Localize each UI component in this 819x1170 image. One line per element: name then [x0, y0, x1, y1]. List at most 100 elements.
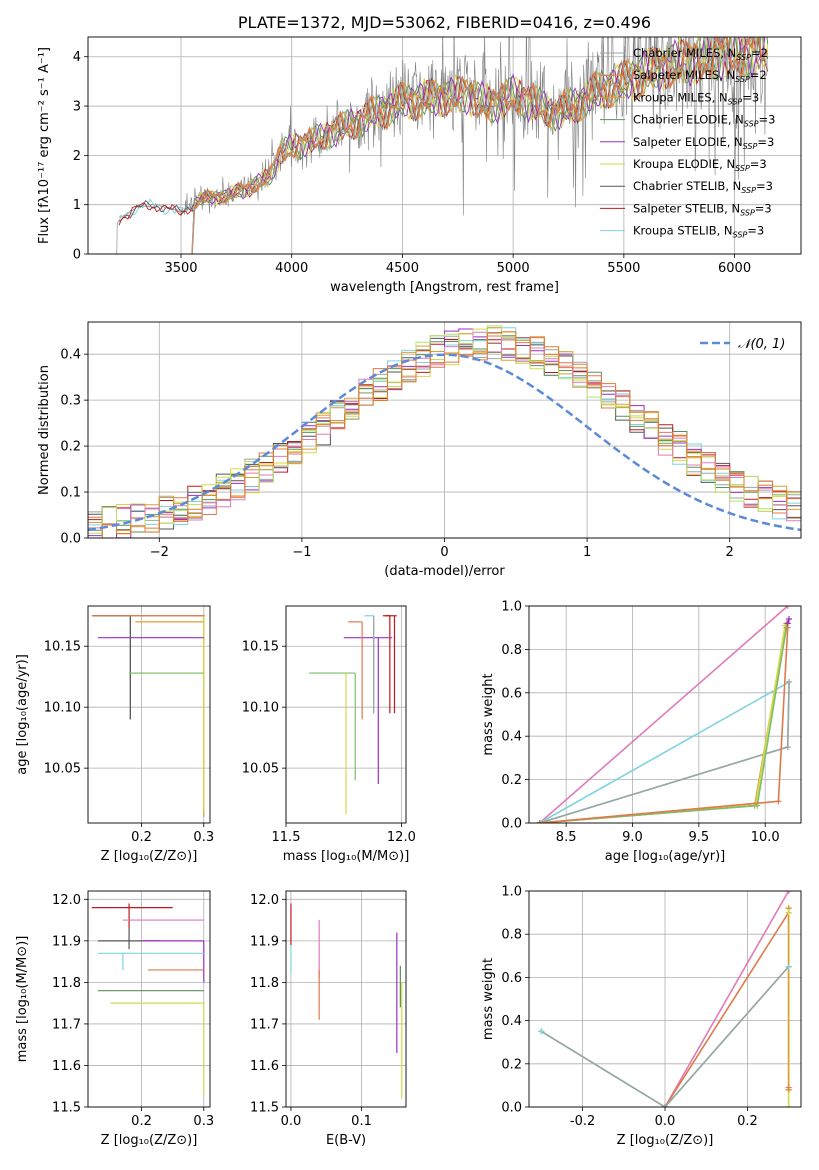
y-tick-label: 10.05: [242, 762, 279, 777]
mass_weight_vs_Z-xlabel: Z [log₁₀(Z/Z⊙)]: [617, 1133, 714, 1148]
errorbar-point: [309, 672, 356, 781]
y-tick-label: 0.3: [60, 394, 81, 409]
x-tick-label: 9.5: [688, 830, 709, 845]
legend-entry-suffix: =3: [742, 90, 759, 104]
legend-entry-subscript: SSP: [736, 53, 751, 62]
y-tick-label: 0.2: [60, 440, 81, 455]
errorbar-point: [348, 621, 363, 720]
x-tick-label: 4500: [386, 261, 419, 276]
errorbar-point: [91, 903, 173, 929]
x-tick-label: 12.0: [387, 830, 416, 845]
observed-spectrum: [116, 37, 768, 254]
legend-entry-name: Chabrier STELIB, N: [633, 179, 741, 193]
x-tick-label: 11.5: [272, 830, 301, 845]
errorbar-point: [141, 940, 205, 983]
y-tick-label: 0.0: [60, 532, 81, 547]
legend-entry: Chabrier MILES, NSSP=2: [633, 46, 768, 62]
y-tick-label: 0.0: [501, 1101, 522, 1116]
mass-weight-series: [539, 680, 790, 823]
age_vs_Z-ylabel: age [log₁₀(age/yr)]: [15, 654, 30, 775]
x-tick-label: 0.0: [281, 1114, 302, 1129]
y-tick-label: 1.0: [501, 600, 522, 615]
errorbar-point: [110, 1002, 205, 1095]
y-tick-label: 0.2: [501, 1057, 522, 1072]
age_vs_mass-axes-frame: [285, 605, 407, 824]
y-tick-label: 0.4: [60, 348, 81, 363]
errorbar-point: [385, 615, 397, 714]
y-tick-label: 12.0: [52, 893, 81, 908]
legend-entry-name: Chabrier MILES, N: [633, 46, 736, 60]
plus-marker: [785, 1104, 792, 1107]
x-tick-label: 1: [583, 545, 591, 560]
y-tick-label: 11.8: [250, 976, 279, 991]
mass_weight_vs_age-axes-frame: [528, 605, 802, 824]
legend-entry-subscript: SSP: [744, 120, 759, 129]
y-tick-label: 11.5: [250, 1101, 279, 1116]
legend-entry-subscript: SSP: [740, 208, 755, 217]
y-tick-label: 0: [73, 248, 81, 263]
residuals-xlabel: (data-model)/error: [384, 564, 505, 579]
x-tick-label: 0: [440, 545, 448, 560]
mass-weight-series: [664, 891, 790, 1107]
x-tick-label: 4000: [275, 261, 308, 276]
x-tick-label: 10.0: [751, 830, 780, 845]
panel-mass_vs_Z: 0.2 0.3 11.5 11.6 11.7 11.8 11.9 12.0 Z [log₁₀(Z…: [15, 890, 214, 1148]
x-tick-label: 0.2: [737, 1114, 758, 1129]
y-tick-label: 11.9: [250, 934, 279, 949]
y-tick-label: 10.10: [44, 701, 81, 716]
mass_weight_vs_age-plot-area: [536, 606, 793, 823]
x-tick-label: 2: [726, 545, 734, 560]
spectrum-plot-area: [116, 37, 769, 254]
y-tick-label: 11.7: [250, 1017, 279, 1032]
panel-residuals: −2 −1 0 1 2 0.0 0.1 0.2 0.3 0.4 (data-model)/error…: [37, 321, 802, 579]
y-tick-label: 0.0: [501, 817, 522, 832]
model-line-chabrier-elodie: [191, 37, 769, 254]
mass-weight-series: [539, 622, 788, 823]
legend-entry-name: Salpeter ELODIE, N: [633, 135, 743, 149]
legend-entry-suffix: =3: [757, 135, 774, 149]
x-tick-label: 0.0: [655, 1114, 676, 1129]
spectrum-axes-frame: [87, 36, 802, 255]
legend-entry-subscript: SSP: [741, 186, 756, 195]
x-tick-label: 0.2: [131, 830, 152, 845]
errorbar-point: [135, 621, 205, 817]
plus-marker: [662, 1104, 668, 1107]
legend-entry-name: Salpeter STELIB, N: [633, 201, 740, 215]
model-line-chabrier-miles: [191, 37, 769, 254]
y-tick-label: 0.2: [501, 773, 522, 788]
legend-entry-subscript: SSP: [735, 164, 750, 173]
plus-marker: [785, 1084, 792, 1091]
legend-entry-name: Kroupa ELODIE, N: [633, 157, 735, 171]
panel-spectrum: 3500 4000 4500 5000 5500 6000 0 1 2 3 4 wavelength …: [37, 36, 802, 295]
mass_vs_ebv-axes-frame: [285, 890, 407, 1108]
mass_vs_ebv-plot-area: [290, 903, 403, 1099]
y-tick-label: 1.0: [501, 885, 522, 900]
legend-entry-subscript: SSP: [728, 97, 743, 106]
legend-entry-subscript: SSP: [735, 75, 750, 84]
legend-entry-suffix: =3: [750, 157, 767, 171]
errorbar-point: [97, 928, 161, 950]
mass_weight_vs_age-xlabel: age [log₁₀(age/yr)]: [605, 849, 726, 864]
legend-entry-name: Kroupa MILES, N: [633, 90, 728, 104]
legend-entry: Chabrier ELODIE, NSSP=3: [633, 113, 775, 129]
residuals-axes-frame: [87, 321, 802, 539]
y-tick-label: 11.5: [52, 1101, 81, 1116]
spectrum-xlabel: wavelength [Angstrom, rest frame]: [330, 280, 559, 295]
y-tick-label: 11.8: [52, 976, 81, 991]
mass_vs_Z-ylabel: mass [log₁₀(M/M⊙)]: [15, 936, 30, 1063]
y-tick-label: 10.10: [242, 701, 279, 716]
plus-marker: [785, 891, 792, 894]
errorbar-point: [92, 615, 131, 720]
mass_vs_Z-plot-area: [91, 903, 205, 1095]
errorbar-point: [92, 615, 206, 720]
legend-entry: 𝒩(0, 1): [738, 337, 785, 352]
panel-age_vs_mass: 11.5 12.0 10.05 10.10 10.15 mass [log₁₀(M/M⊙)…: [242, 605, 416, 864]
x-tick-label: 9.0: [622, 830, 643, 845]
mass-weight-series: [664, 912, 790, 1107]
legend-entry: Kroupa STELIB, NSSP=3: [633, 224, 764, 240]
mass_weight_vs_Z-plot-area: [538, 891, 792, 1107]
errorbar-point: [91, 615, 205, 641]
y-tick-label: 11.6: [250, 1059, 279, 1074]
age_vs_Z-plot-area: [91, 615, 206, 817]
legend-entry-suffix: =2: [750, 68, 767, 82]
